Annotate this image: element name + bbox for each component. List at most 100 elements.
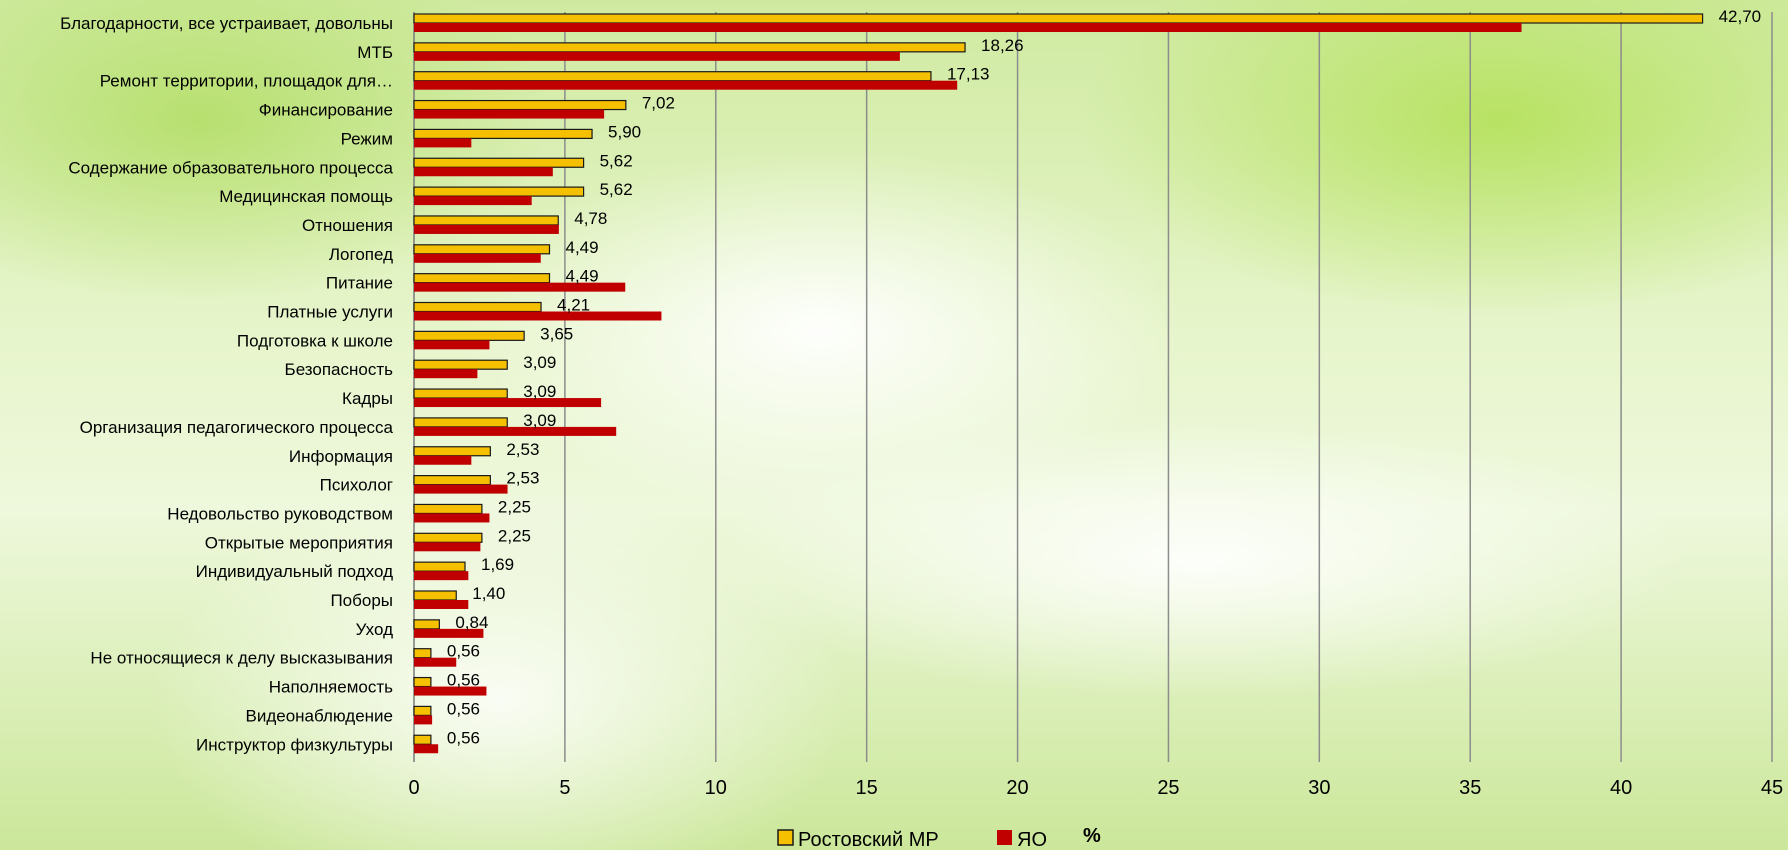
category-label: Ремонт территории, площадок для… (100, 72, 393, 91)
category-label: Инструктор физкультуры (196, 735, 393, 754)
x-tick-label: 30 (1308, 777, 1330, 799)
bar-series-2 (414, 744, 439, 754)
bar-series-2 (414, 138, 472, 148)
category-label: Видеонаблюдение (246, 706, 394, 725)
bar-series-2 (414, 311, 662, 321)
bar-series-1 (413, 705, 432, 717)
bar-series-2 (414, 686, 487, 696)
value-labels: 42,70 18,26 17,13 7,025,90 5,62 5,62 4,78 4,49 4… (447, 7, 1761, 747)
bar-series-2 (414, 571, 469, 581)
legend-label-series-2: ЯО (1017, 829, 1047, 850)
bar-series-1 (413, 388, 508, 399)
bar-series-1 (413, 42, 966, 53)
bar-series-1 (413, 532, 483, 543)
value-label-series-1: 2,25 (498, 526, 531, 545)
category-label: Информация (289, 447, 393, 466)
bar-series-2 (414, 109, 605, 119)
bar-series-2 (414, 51, 900, 61)
value-label-series-1: 7,02 (642, 94, 675, 113)
category-label: Открытые мероприятия (205, 533, 393, 552)
bar-series-2 (414, 369, 478, 379)
bar-series-1 (413, 417, 508, 428)
value-label-series-1: 0,56 (447, 642, 480, 661)
bar-series-1 (413, 475, 491, 486)
legend-swatch-series-2 (997, 830, 1012, 845)
bar-series-1 (413, 273, 551, 284)
category-label: Кадры (342, 389, 393, 408)
x-tick-label: 20 (1006, 777, 1028, 799)
category-label: Режим (341, 129, 393, 148)
value-label-series-1: 42,70 (1719, 7, 1762, 26)
category-label: Отношения (302, 216, 393, 235)
bar-series-1 (413, 186, 585, 197)
category-labels: Благодарности, все устраивает, довольны М… (60, 14, 393, 754)
x-tick-label: 5 (559, 777, 570, 799)
legend-label-series-1: Ростовский МР (798, 829, 939, 850)
bar-series-1 (413, 619, 440, 630)
value-label-series-1: 4,49 (565, 238, 598, 257)
category-label: Организация педагогического процесса (80, 418, 394, 437)
category-label: Содержание образовательного процесса (68, 158, 393, 177)
x-axis-unit: % (1083, 825, 1101, 847)
value-label-series-1: 1,69 (481, 555, 514, 574)
value-label-series-1: 3,09 (523, 411, 556, 430)
legend: Ростовский МР ЯО (777, 829, 1047, 850)
bar-series-1 (413, 734, 432, 745)
bar-series-1 (413, 446, 491, 457)
bar-series-2 (414, 600, 469, 609)
value-label-series-1: 5,62 (600, 151, 633, 170)
bar-series-2 (414, 657, 457, 667)
category-label: МТБ (357, 43, 393, 62)
bar-series-1 (413, 13, 1704, 24)
value-label-series-1: 2,53 (506, 440, 539, 459)
value-label-series-1: 0,84 (455, 613, 488, 632)
bar-series-2 (414, 23, 1522, 32)
category-label: Не относящиеся к делу высказывания (90, 649, 393, 668)
bar-series-1 (413, 244, 551, 255)
value-label-series-1: 3,09 (523, 382, 556, 401)
bar-series-2 (414, 715, 433, 725)
bar-series-2 (414, 253, 541, 263)
value-label-series-1: 1,40 (472, 584, 505, 603)
category-label: Благодарности, все устраивает, довольны (60, 14, 393, 33)
x-tick-label: 45 (1761, 777, 1783, 799)
bar-series-2 (414, 628, 484, 638)
category-label: Наполняемость (269, 678, 393, 697)
bars (413, 13, 1704, 754)
bar-series-2 (414, 224, 559, 234)
category-label: Недовольство руководством (167, 504, 393, 523)
value-label-series-1: 5,90 (608, 122, 641, 141)
bar-series-1 (413, 648, 432, 659)
value-label-series-1: 2,25 (498, 497, 531, 516)
category-label: Логопед (329, 245, 393, 264)
x-tick-label: 15 (856, 777, 878, 799)
bar-series-1 (413, 561, 466, 572)
bar-series-2 (414, 455, 472, 465)
x-tick-label: 25 (1157, 777, 1179, 799)
bar-series-2 (414, 542, 481, 552)
bar-series-2 (414, 167, 553, 177)
x-tick-labels: 0 5 10 15 20 25 30 35 40 45 (408, 777, 1783, 799)
value-label-series-1: 4,49 (565, 267, 598, 286)
bar-series-2 (414, 513, 490, 523)
category-label: Индивидуальный подход (196, 562, 393, 581)
value-label-series-1: 3,09 (523, 353, 556, 372)
x-tick-label: 40 (1610, 777, 1632, 799)
value-label-series-1: 18,26 (981, 36, 1024, 55)
bar-series-1 (413, 157, 585, 168)
category-label: Уход (356, 620, 393, 639)
category-label: Платные услуги (267, 303, 393, 322)
value-label-series-1: 17,13 (947, 65, 990, 84)
category-label: Финансирование (259, 101, 393, 120)
category-label: Безопасность (285, 360, 394, 379)
bar-series-1 (413, 99, 627, 111)
value-label-series-1: 0,56 (447, 699, 480, 718)
value-label-series-1: 0,56 (447, 728, 480, 747)
bar-series-1 (413, 71, 932, 82)
bar-series-2 (414, 282, 626, 292)
x-tick-label: 0 (408, 777, 419, 799)
bar-series-1 (413, 301, 542, 313)
bar-series-2 (414, 426, 617, 436)
